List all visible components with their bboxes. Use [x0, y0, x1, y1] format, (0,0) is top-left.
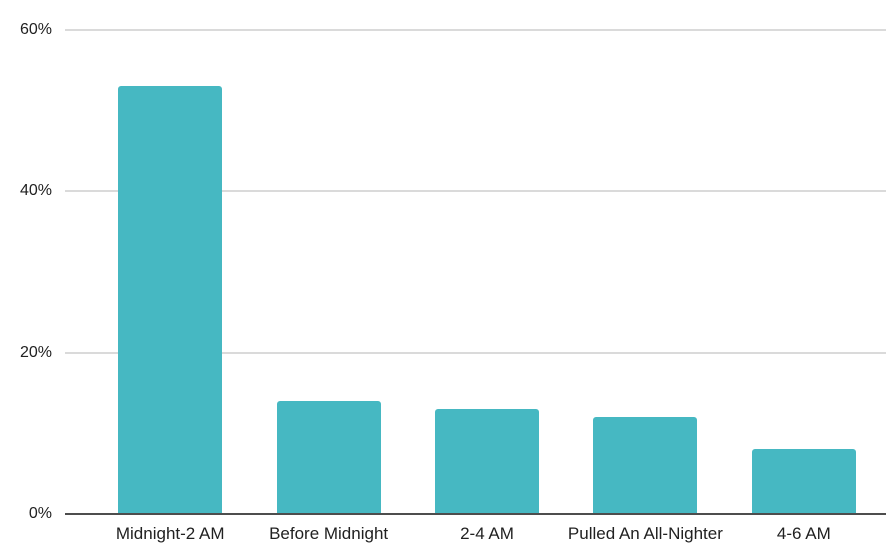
bar-cell-4-6-am: [725, 30, 883, 514]
y-tick-label-20%: 20%: [19, 343, 52, 361]
x-tick-label-before-midnight: Before Midnight: [269, 524, 389, 543]
bar-pulled-an-all-nighter: [593, 417, 698, 514]
x-tick-label-pulled-an-all-nighter: Pulled An All-Nighter: [567, 524, 723, 543]
x-tick-label-midnight-2-am: Midnight-2 AM: [115, 524, 225, 543]
bar-2-4-am: [435, 409, 540, 514]
plot-area: [91, 30, 883, 514]
y-tick-label-60%: 60%: [19, 21, 52, 38]
x-axis-line: [65, 513, 886, 515]
y-tick-label-0%: 0%: [28, 505, 52, 522]
y-tick-label-40%: 40%: [19, 182, 52, 200]
bar-before-midnight: [276, 401, 381, 514]
bar-cell-pulled-an-all-nighter: [566, 30, 724, 514]
x-tick-label-4-6-am: 4-6 AM: [776, 524, 831, 543]
bar-4-6-am: [751, 449, 856, 514]
bar-cell-midnight-2-am: [91, 30, 249, 514]
x-tick-label-2-4-am: 2-4 AM: [460, 524, 514, 543]
bar-cell-before-midnight: [249, 30, 407, 514]
bar-midnight-2-am: [118, 86, 223, 514]
bar-cell-2-4-am: [408, 30, 566, 514]
x-axis-labels: Midnight-2 AM Before Midnight 2-4 AM Pulled…: [91, 524, 883, 544]
